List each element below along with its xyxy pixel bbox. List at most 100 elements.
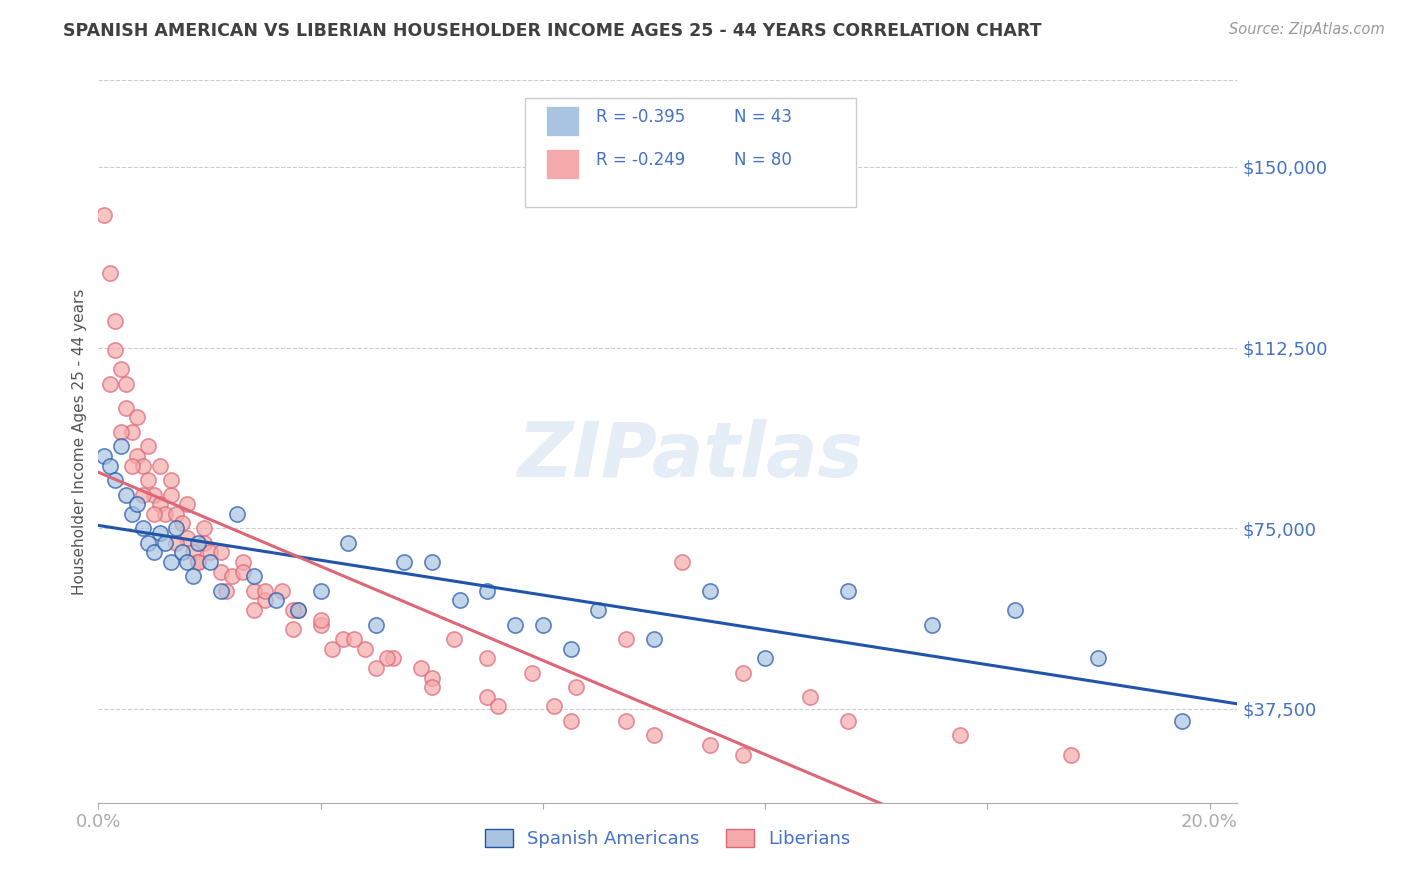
Point xyxy=(209,545,232,559)
Y-axis label: Householder Income Ages 25 - 44 years: Householder Income Ages 25 - 44 years xyxy=(72,288,87,595)
Point xyxy=(127,497,149,511)
Point xyxy=(143,545,166,559)
Point xyxy=(121,458,143,473)
Point xyxy=(731,665,754,680)
Legend: Spanish Americans, Liberians: Spanish Americans, Liberians xyxy=(478,822,858,855)
Point xyxy=(420,555,443,569)
Point xyxy=(477,651,499,665)
Point xyxy=(176,531,198,545)
Point xyxy=(153,535,176,549)
Text: Source: ZipAtlas.com: Source: ZipAtlas.com xyxy=(1229,22,1385,37)
Point xyxy=(221,569,243,583)
Point xyxy=(921,617,943,632)
Point xyxy=(104,343,127,357)
Point xyxy=(243,603,266,617)
Point xyxy=(287,603,309,617)
Point xyxy=(98,376,121,391)
Point xyxy=(477,583,499,598)
Point xyxy=(232,565,254,579)
Point xyxy=(198,545,221,559)
Point xyxy=(138,535,160,549)
Point xyxy=(159,487,181,501)
Point xyxy=(215,583,238,598)
Point xyxy=(321,641,343,656)
Point xyxy=(165,521,187,535)
Point xyxy=(132,487,155,501)
Point xyxy=(254,593,277,607)
Point xyxy=(170,516,193,531)
Point xyxy=(343,632,366,646)
Point xyxy=(503,617,526,632)
Point xyxy=(193,521,215,535)
Point xyxy=(565,680,588,694)
Point xyxy=(270,583,292,598)
Point xyxy=(187,555,209,569)
Point xyxy=(588,603,610,617)
Point xyxy=(520,665,543,680)
Point xyxy=(264,593,287,607)
Point xyxy=(560,641,582,656)
Point xyxy=(837,583,859,598)
Point xyxy=(477,690,499,704)
Point xyxy=(159,555,181,569)
Point xyxy=(193,535,215,549)
Point xyxy=(449,593,471,607)
Point xyxy=(159,473,181,487)
Point xyxy=(281,623,304,637)
Point xyxy=(420,671,443,685)
Point xyxy=(486,699,509,714)
Point xyxy=(543,699,565,714)
Point xyxy=(110,425,132,439)
Point xyxy=(104,473,127,487)
Point xyxy=(309,583,332,598)
Point xyxy=(531,617,554,632)
Point xyxy=(309,613,332,627)
Point xyxy=(837,714,859,728)
Point xyxy=(138,439,160,453)
Text: SPANISH AMERICAN VS LIBERIAN HOUSEHOLDER INCOME AGES 25 - 44 YEARS CORRELATION C: SPANISH AMERICAN VS LIBERIAN HOUSEHOLDER… xyxy=(63,22,1042,40)
Point xyxy=(232,555,254,569)
Point xyxy=(443,632,465,646)
Point xyxy=(671,555,693,569)
Point xyxy=(226,507,249,521)
Point xyxy=(643,728,665,742)
Point xyxy=(699,583,721,598)
Point xyxy=(1004,603,1026,617)
Point xyxy=(143,487,166,501)
Point xyxy=(209,565,232,579)
Point xyxy=(138,473,160,487)
Text: N = 43: N = 43 xyxy=(734,108,792,126)
Point xyxy=(420,680,443,694)
Point xyxy=(115,376,138,391)
Point xyxy=(98,458,121,473)
Point xyxy=(187,535,209,549)
Text: R = -0.395: R = -0.395 xyxy=(596,108,685,126)
Point xyxy=(153,507,176,521)
Point xyxy=(132,458,155,473)
FancyBboxPatch shape xyxy=(546,149,579,179)
Point xyxy=(165,507,187,521)
Point xyxy=(409,661,432,675)
Point xyxy=(643,632,665,646)
Point xyxy=(332,632,354,646)
Point xyxy=(243,583,266,598)
Point xyxy=(287,603,309,617)
Point xyxy=(560,714,582,728)
Point xyxy=(254,583,277,598)
Point xyxy=(181,569,204,583)
Point xyxy=(699,738,721,752)
FancyBboxPatch shape xyxy=(546,105,579,136)
Point xyxy=(731,747,754,762)
Point xyxy=(614,632,637,646)
Point xyxy=(127,410,149,425)
Point xyxy=(115,487,138,501)
Point xyxy=(366,617,388,632)
Point xyxy=(93,208,115,222)
Point xyxy=(1059,747,1081,762)
Point xyxy=(198,555,221,569)
Point xyxy=(337,535,360,549)
Point xyxy=(93,449,115,463)
Point xyxy=(366,661,388,675)
Point xyxy=(187,555,209,569)
Point xyxy=(948,728,970,742)
